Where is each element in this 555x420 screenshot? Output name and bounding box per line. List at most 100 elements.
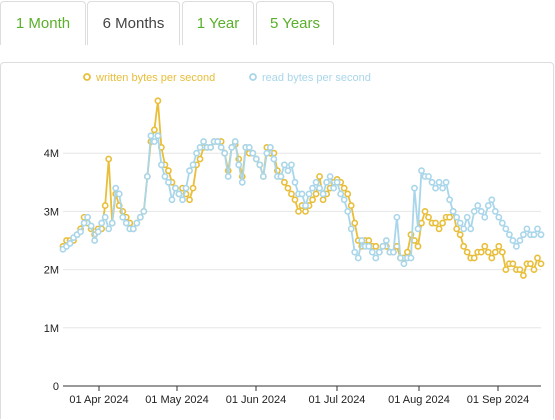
data-point: [288, 190, 295, 198]
data-point: [133, 219, 141, 227]
data-point: [200, 138, 207, 145]
tab-1-year[interactable]: 1 Year: [182, 1, 254, 45]
data-point: [235, 161, 243, 169]
data-point: [281, 161, 288, 169]
data-point: [326, 173, 334, 180]
data-point: [449, 207, 457, 215]
data-point: [520, 272, 527, 279]
data-point: [112, 184, 120, 192]
data-point: [418, 167, 425, 175]
tab-5-years[interactable]: 5 Years: [256, 1, 334, 45]
data-point: [80, 219, 88, 227]
data-point: [94, 228, 102, 236]
data-point: [98, 219, 106, 227]
data-point: [484, 202, 492, 209]
data-point: [136, 213, 144, 221]
data-point: [453, 225, 461, 233]
data-point: [481, 242, 489, 250]
chart-panel: 0 1M 2M 3M 4M 01 Apr 2024 01 May 2024 01 Jun 20…: [0, 62, 554, 419]
data-point: [217, 143, 225, 151]
data-point: [256, 161, 264, 169]
data-point: [428, 178, 436, 186]
data-point: [530, 231, 538, 239]
data-point: [432, 184, 439, 192]
data-point: [259, 173, 267, 180]
data-point: [238, 178, 246, 186]
data-point: [354, 254, 362, 262]
data-point: [505, 231, 513, 239]
data-point: [295, 207, 302, 215]
data-point: [411, 184, 418, 192]
data-point: [414, 242, 422, 250]
data-point: [161, 173, 169, 180]
data-point: [284, 184, 292, 192]
data-point: [351, 248, 359, 256]
data-point: [470, 207, 478, 215]
data-point: [193, 149, 200, 157]
data-point: [379, 242, 387, 250]
data-point: [312, 178, 320, 186]
tab-6-months[interactable]: 6 Months: [87, 1, 180, 45]
data-point: [207, 143, 215, 151]
data-point: [512, 242, 520, 250]
data-point: [495, 213, 503, 221]
data-point: [340, 184, 348, 192]
data-point: [319, 196, 327, 204]
data-point: [196, 155, 204, 163]
data-point: [189, 161, 197, 169]
data-point: [495, 242, 503, 250]
tab-1-month[interactable]: 1 Month: [0, 1, 86, 45]
data-point: [281, 178, 288, 186]
data-point: [397, 254, 404, 262]
data-point: [368, 248, 376, 256]
data-point: [344, 207, 352, 215]
data-point: [150, 138, 158, 145]
data-point: [284, 167, 292, 175]
data-point: [119, 213, 127, 221]
data-point: [309, 196, 316, 204]
data-point: [477, 207, 485, 215]
x-tick-label: 01 May 2024: [145, 394, 209, 406]
data-point: [446, 196, 454, 204]
data-point: [527, 260, 534, 268]
data-point: [435, 178, 443, 186]
data-point: [122, 219, 130, 227]
data-point: [537, 231, 545, 239]
y-tick-label: 2M: [44, 265, 59, 277]
data-point: [467, 225, 475, 233]
data-point: [270, 155, 278, 163]
y-tick-label: 3M: [44, 206, 59, 218]
x-tick-label: 01 Apr 2024: [69, 394, 128, 406]
data-point: [516, 237, 524, 244]
data-point: [358, 237, 366, 244]
data-point: [484, 248, 492, 256]
data-point: [266, 143, 274, 151]
data-point: [340, 196, 348, 204]
data-point: [66, 240, 74, 247]
data-point: [291, 196, 299, 204]
data-point: [382, 237, 390, 244]
data-point: [375, 248, 383, 256]
data-point: [534, 254, 541, 262]
x-tick-label: 01 Sep 2024: [467, 394, 529, 406]
y-tick-label: 0: [53, 381, 59, 393]
data-point: [150, 126, 158, 134]
data-point: [245, 143, 253, 151]
data-point: [154, 97, 162, 105]
data-point: [172, 184, 179, 192]
data-point: [147, 132, 155, 140]
data-point: [179, 196, 186, 204]
data-point: [425, 213, 432, 221]
data-point: [474, 202, 482, 209]
y-tick-label: 1M: [44, 323, 59, 335]
data-point: [502, 266, 510, 273]
y-tick-label: 4M: [44, 148, 59, 160]
data-point: [101, 213, 109, 221]
data-point: [488, 254, 496, 262]
legend-marker: [83, 73, 91, 81]
data-point: [84, 213, 92, 221]
data-point: [129, 225, 137, 233]
data-point: [498, 248, 506, 256]
data-point: [365, 242, 373, 250]
legend-label: written bytes per second: [95, 72, 215, 84]
